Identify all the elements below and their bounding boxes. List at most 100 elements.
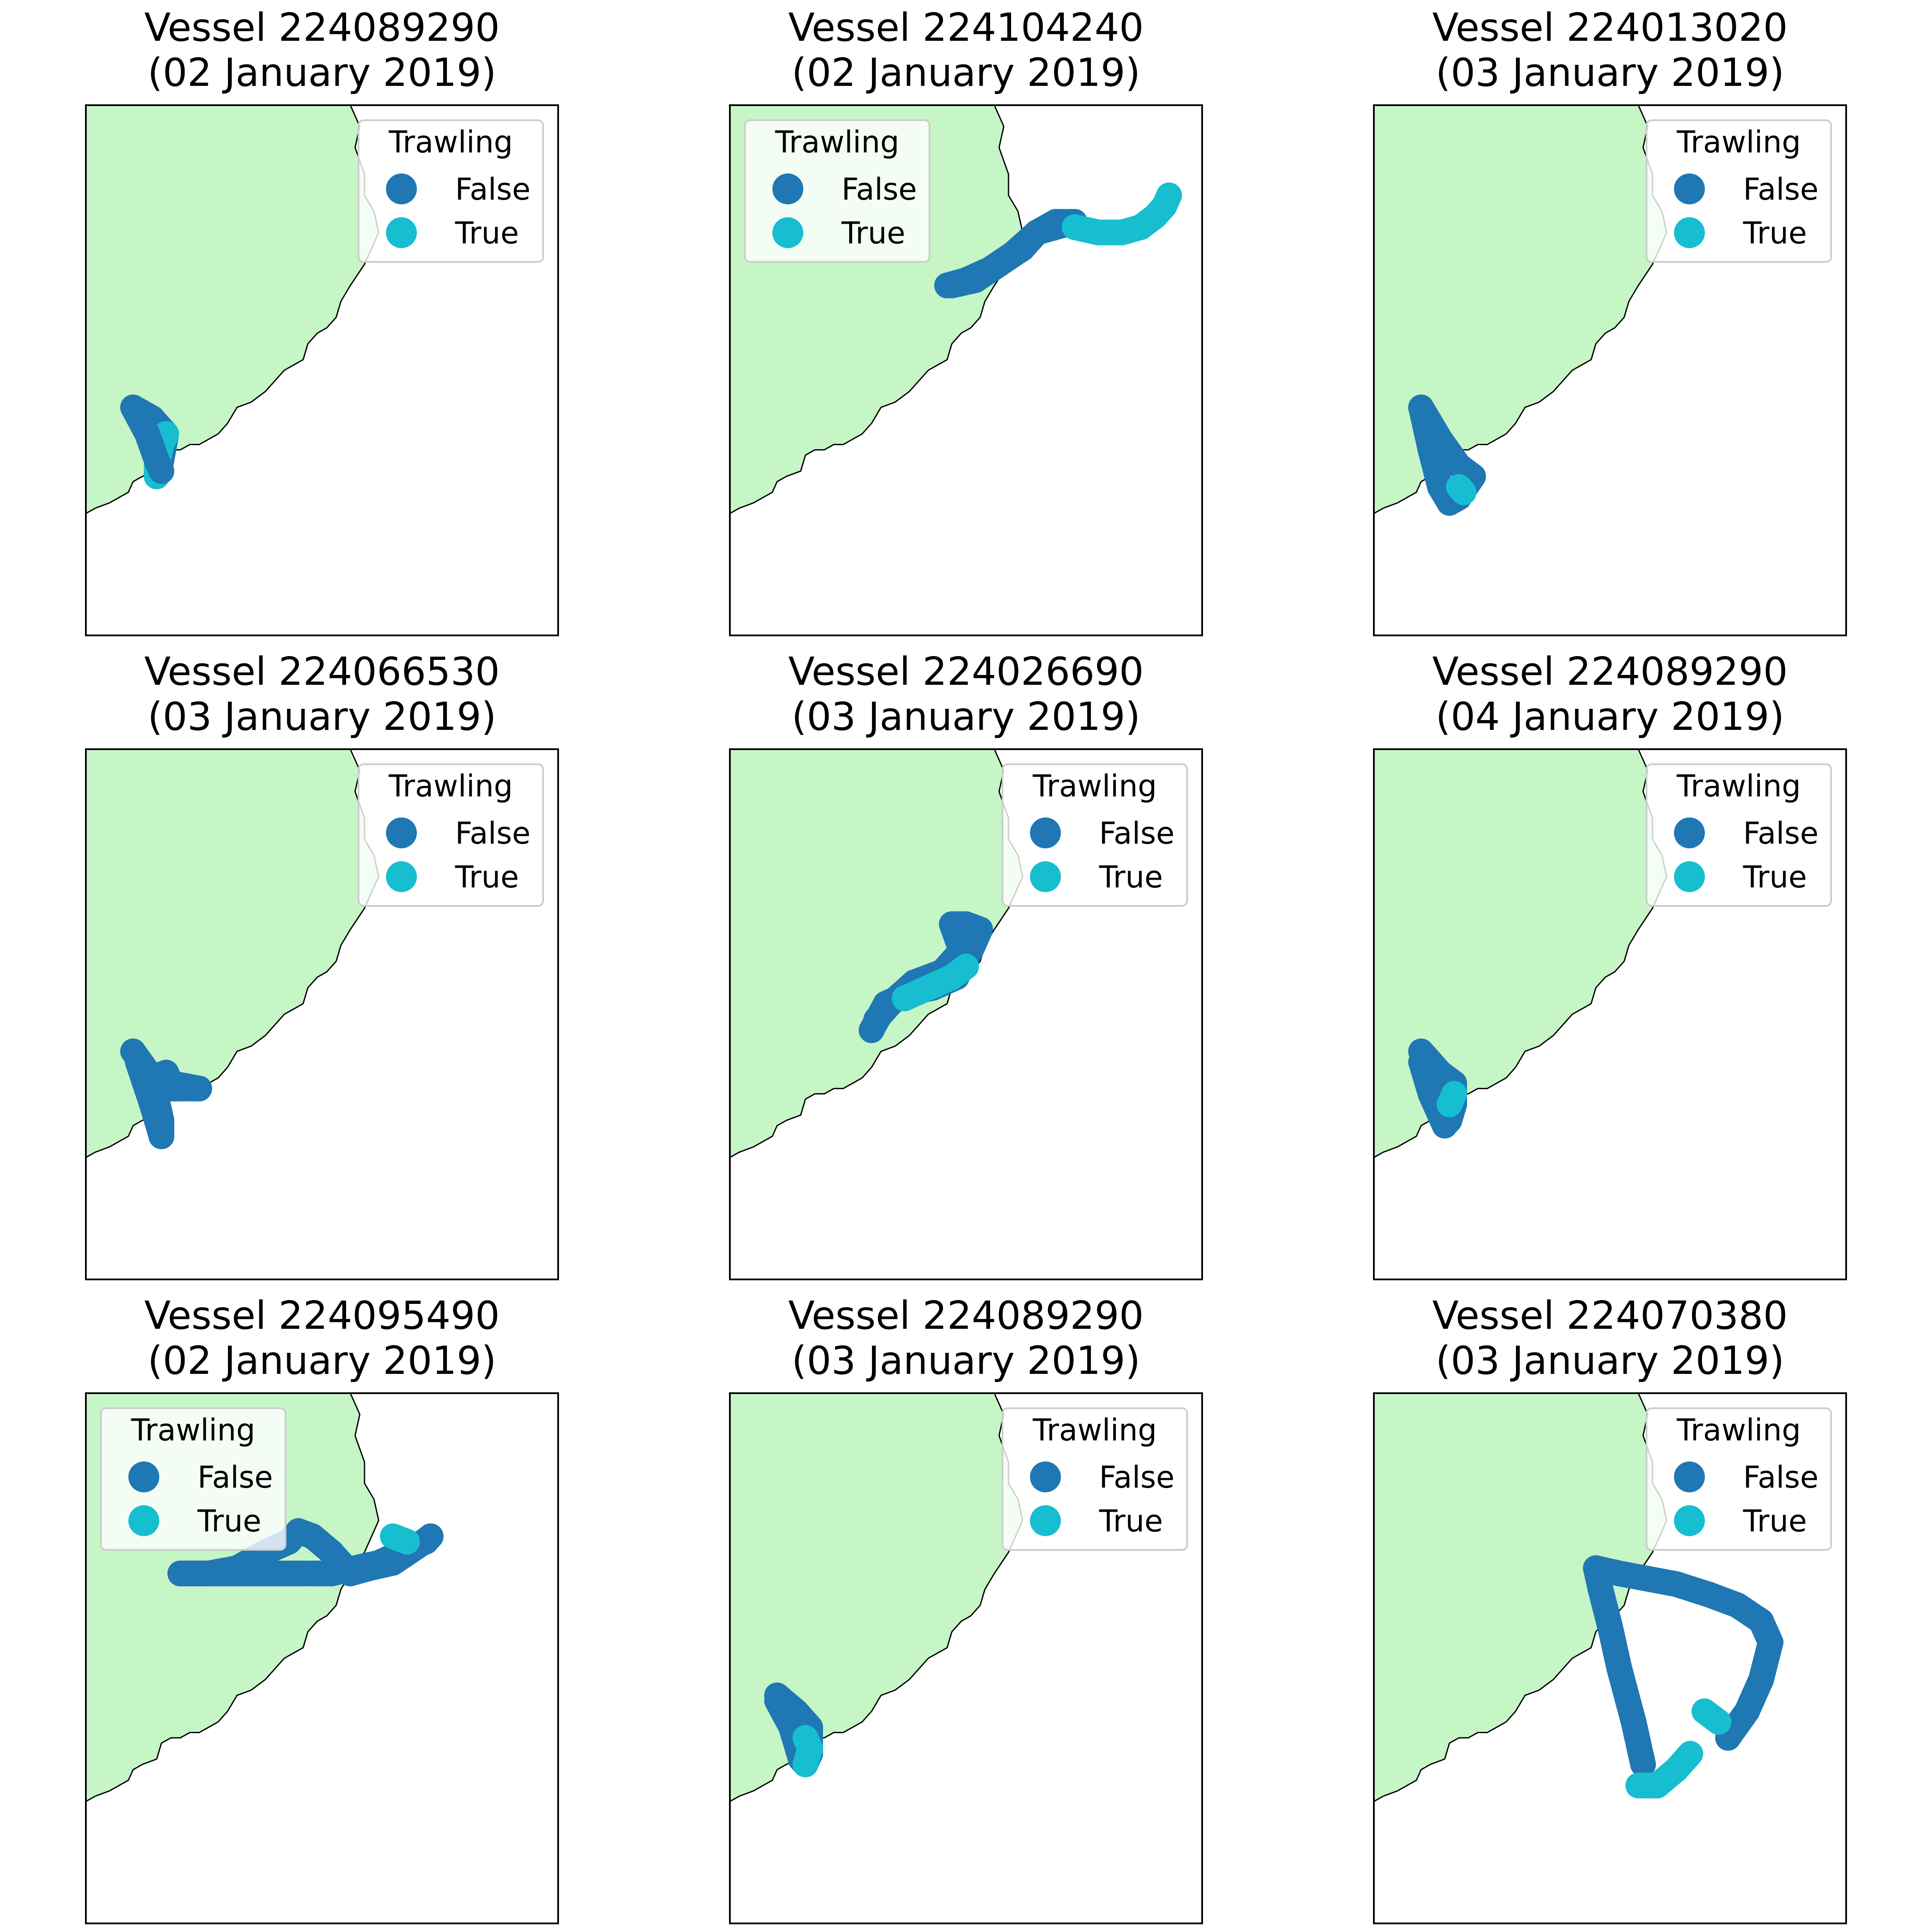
legend-marker-false (1674, 1461, 1705, 1492)
track-point (149, 458, 174, 484)
legend-label-true: True (1743, 1504, 1807, 1539)
subplot-subtitle: (03 January 2019) (148, 694, 496, 739)
subplot-subtitle: (03 January 2019) (1436, 1338, 1784, 1383)
subplot-subtitle: (02 January 2019) (148, 50, 496, 95)
legend-label-true: True (455, 216, 519, 251)
subplot-subtitle: (03 January 2019) (792, 694, 1140, 739)
track-trawling-true (380, 1523, 420, 1555)
legend-title: Trawling (131, 1413, 255, 1448)
subplot-3: Vessel 224013020(03 January 2019) Trawlin… (1373, 5, 1847, 636)
legend-label-true: True (455, 860, 519, 895)
axes-frame (1373, 1392, 1847, 1924)
legend-marker-true (386, 861, 417, 892)
track-point (1441, 1081, 1467, 1107)
axes-frame (1373, 104, 1847, 636)
land-area (86, 749, 379, 1157)
legend: Trawling False True (744, 119, 930, 263)
land-area (730, 749, 1023, 1157)
legend-title: Trawling (1032, 769, 1157, 804)
subplot-title: Vessel 224026690 (788, 649, 1144, 694)
legend: Trawling False True (1002, 763, 1188, 907)
subplot-9: Vessel 224070380(03 January 2019) Trawlin… (1373, 1293, 1847, 1924)
legend-label-false: False (1743, 816, 1819, 851)
legend: Trawling False True (1646, 1407, 1832, 1551)
legend: Trawling False True (358, 763, 544, 907)
legend: Trawling False True (358, 119, 544, 263)
legend-marker-true (772, 217, 803, 248)
axes-frame (1373, 748, 1847, 1280)
subplot-title: Vessel 224095490 (144, 1293, 500, 1338)
axes-frame (85, 1392, 559, 1924)
track-trawling-true (1062, 182, 1182, 246)
legend-label-false: False (455, 816, 531, 851)
legend-marker-false (128, 1461, 159, 1492)
legend: Trawling False True (1002, 1407, 1188, 1551)
subplot-title: Vessel 224089290 (144, 5, 500, 50)
legend-label-true: True (1743, 216, 1807, 251)
track-trawling-false (1583, 1555, 1783, 1777)
legend-label-true: True (1099, 1504, 1163, 1539)
track-trawling-false (120, 1038, 212, 1149)
track-trawling-true (892, 954, 979, 1012)
legend-marker-false (386, 817, 417, 848)
coastline (86, 1393, 380, 1802)
track-trawling-true (1692, 1698, 1732, 1735)
subplot-5: Vessel 224026690(03 January 2019) Trawlin… (729, 649, 1203, 1280)
track-point (953, 954, 979, 980)
map-area (730, 1393, 1024, 1802)
track-point (934, 272, 960, 298)
legend: Trawling False True (1646, 119, 1832, 263)
legend-marker-true (386, 217, 417, 248)
track-point (394, 1528, 420, 1555)
legend-marker-true (1030, 861, 1061, 892)
legend-marker-true (1674, 861, 1705, 892)
subplot-title: Vessel 224070380 (1432, 1293, 1788, 1338)
legend-marker-false (1674, 817, 1705, 848)
subplot-subtitle: (02 January 2019) (148, 1338, 496, 1383)
track-point (863, 1006, 889, 1033)
track-point (290, 1560, 316, 1586)
legend: Trawling False True (100, 1407, 286, 1551)
subplot-8: Vessel 224089290(03 January 2019) Trawlin… (729, 1293, 1203, 1924)
map-area (86, 749, 380, 1158)
legend-label-false: False (1099, 816, 1175, 851)
legend-title: Trawling (388, 125, 513, 160)
subplot-subtitle: (04 January 2019) (1436, 694, 1784, 739)
subplot-7: Vessel 224095490(02 January 2019) Trawlin… (85, 1293, 559, 1924)
subplot-6: Vessel 224089290(04 January 2019) Trawlin… (1373, 649, 1847, 1280)
land-area (1374, 1393, 1667, 1801)
legend-label-false: False (841, 172, 917, 207)
legend-marker-true (128, 1505, 159, 1536)
legend-marker-false (1030, 1461, 1061, 1492)
legend-title: Trawling (775, 125, 899, 160)
track-trawling-true (1625, 1741, 1703, 1798)
legend-label-true: True (1743, 860, 1807, 895)
legend-marker-false (386, 173, 417, 204)
legend-label-false: False (1743, 1460, 1819, 1495)
axes-frame (85, 104, 559, 636)
map-area (730, 749, 1024, 1158)
legend-label-true: True (197, 1504, 261, 1539)
legend-marker-true (1674, 217, 1705, 248)
track-trawling-true (1437, 1081, 1467, 1118)
land-area (730, 1393, 1023, 1801)
track-trawling-true (793, 1725, 823, 1777)
track-point (1408, 395, 1434, 420)
subplot-title: Vessel 224013020 (1432, 5, 1788, 50)
subplot-title: Vessel 224066530 (144, 649, 500, 694)
subplot-title: Vessel 224089290 (1432, 649, 1788, 694)
map-area (1374, 749, 1668, 1158)
axes-frame (729, 104, 1203, 636)
subplot-1: Vessel 224089290(02 January 2019) Trawlin… (85, 5, 559, 636)
subplot-subtitle: (03 January 2019) (792, 1338, 1140, 1383)
map-area (86, 1393, 444, 1802)
track-point (793, 1751, 818, 1777)
legend-marker-false (1030, 817, 1061, 848)
legend-title: Trawling (1676, 125, 1801, 160)
land-area (1374, 749, 1667, 1157)
legend-label-true: True (1099, 860, 1163, 895)
legend-label-false: False (455, 172, 531, 207)
track-point (1625, 1772, 1651, 1798)
track-point (1451, 479, 1476, 505)
